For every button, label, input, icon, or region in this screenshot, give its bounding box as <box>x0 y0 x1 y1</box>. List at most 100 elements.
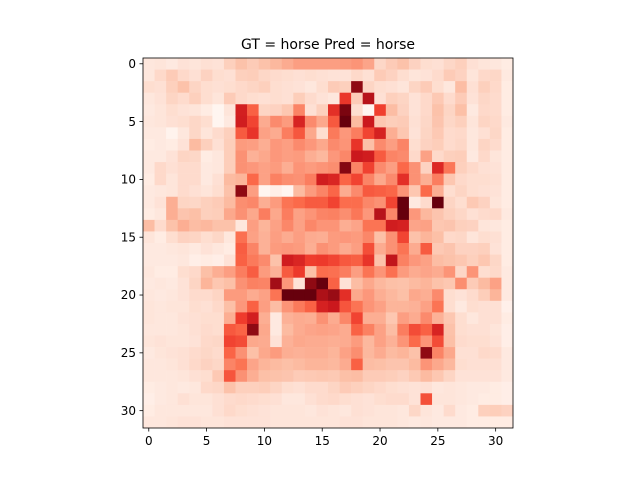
heatmap-cell <box>200 335 213 348</box>
heatmap-cell <box>489 277 502 290</box>
heatmap-cell <box>304 289 317 302</box>
heatmap-cell <box>270 404 283 417</box>
x-tick-label: 0 <box>145 434 153 448</box>
heatmap-cell <box>420 254 433 267</box>
heatmap-cell <box>397 243 410 255</box>
heatmap-cell <box>385 150 398 163</box>
heatmap-cell <box>166 115 178 128</box>
heatmap-cell <box>351 231 363 244</box>
heatmap-cell <box>374 266 387 278</box>
heatmap-cell <box>489 150 502 163</box>
heatmap-cell <box>443 196 456 209</box>
heatmap-cell <box>501 277 514 290</box>
heatmap-cell <box>212 81 225 93</box>
heatmap-cell <box>316 312 329 325</box>
heatmap-cell <box>304 266 317 278</box>
heatmap-cell <box>247 162 259 174</box>
heatmap-cell <box>420 335 433 348</box>
heatmap-cell <box>247 150 259 163</box>
heatmap-cell <box>247 381 259 394</box>
heatmap-cell <box>304 58 317 70</box>
heatmap-cell <box>316 69 329 82</box>
heatmap-cell <box>235 254 248 267</box>
heatmap-cell <box>374 127 387 140</box>
heatmap-cell <box>270 219 283 232</box>
heatmap-cell <box>328 81 340 93</box>
heatmap-cell <box>443 69 456 82</box>
heatmap-cell <box>466 370 479 383</box>
heatmap-cell <box>420 358 433 371</box>
heatmap-cell <box>466 335 479 348</box>
heatmap-cell <box>154 254 167 267</box>
heatmap-cell <box>408 173 421 186</box>
heatmap-cell <box>478 196 491 209</box>
heatmap-cell <box>270 208 283 221</box>
heatmap-cell <box>189 289 202 302</box>
heatmap-cell <box>316 104 329 117</box>
heatmap-cell <box>362 358 375 371</box>
heatmap-cell <box>304 231 317 244</box>
heatmap-cell <box>316 393 329 406</box>
y-tick-label: 5 <box>128 115 136 129</box>
heatmap-cell <box>385 127 398 140</box>
heatmap-cell <box>177 219 190 232</box>
heatmap-cell <box>420 393 433 406</box>
heatmap-cell <box>189 358 202 371</box>
heatmap-cell <box>478 127 491 140</box>
heatmap-cell <box>293 173 306 186</box>
heatmap-cell <box>443 381 456 394</box>
heatmap-cell <box>200 243 213 255</box>
heatmap-cell <box>200 58 213 70</box>
heatmap-cell <box>247 277 259 290</box>
heatmap-cell <box>154 185 167 198</box>
heatmap-cell <box>466 115 479 128</box>
heatmap-cell <box>432 115 444 128</box>
heatmap-cell <box>304 404 317 417</box>
heatmap-cell <box>177 196 190 209</box>
heatmap-cell <box>489 300 502 313</box>
heatmap-cell <box>408 104 421 117</box>
heatmap-cell <box>200 127 213 140</box>
heatmap-cell <box>385 266 398 278</box>
heatmap-cell <box>304 115 317 128</box>
heatmap-cell <box>478 416 491 429</box>
heatmap-cell <box>420 162 433 174</box>
heatmap-cell <box>466 416 479 429</box>
heatmap-cell <box>328 393 340 406</box>
heatmap-cell <box>466 81 479 93</box>
heatmap-cell <box>455 404 468 417</box>
heatmap-cell <box>189 185 202 198</box>
heatmap-cell <box>443 323 456 336</box>
heatmap-cell <box>489 347 502 359</box>
heatmap-cell <box>293 138 306 151</box>
heatmap-cell <box>177 243 190 255</box>
heatmap-cell <box>374 231 387 244</box>
heatmap-cell <box>212 69 225 82</box>
heatmap-cell <box>258 312 271 325</box>
heatmap-cell <box>489 254 502 267</box>
heatmap-cell <box>339 358 352 371</box>
heatmap-cell <box>189 335 202 348</box>
heatmap-cell <box>166 347 178 359</box>
heatmap-cell <box>270 277 283 290</box>
heatmap-cell <box>339 115 352 128</box>
heatmap-cell <box>420 104 433 117</box>
heatmap-cell <box>223 231 236 244</box>
x-tick-label: 5 <box>203 434 211 448</box>
heatmap-cell <box>189 58 202 70</box>
heatmap-cell <box>316 92 329 105</box>
heatmap-cell <box>408 404 421 417</box>
heatmap-cell <box>385 231 398 244</box>
heatmap-cell <box>293 208 306 221</box>
heatmap-cell <box>223 289 236 302</box>
heatmap-cell <box>443 81 456 93</box>
heatmap-cell <box>489 219 502 232</box>
heatmap-cell <box>189 127 202 140</box>
heatmap-cell <box>154 358 167 371</box>
heatmap-cell <box>258 173 271 186</box>
heatmap-cell <box>316 138 329 151</box>
heatmap-cell <box>270 58 283 70</box>
heatmap-cell <box>455 115 468 128</box>
heatmap-cell <box>455 231 468 244</box>
heatmap-cell <box>154 150 167 163</box>
